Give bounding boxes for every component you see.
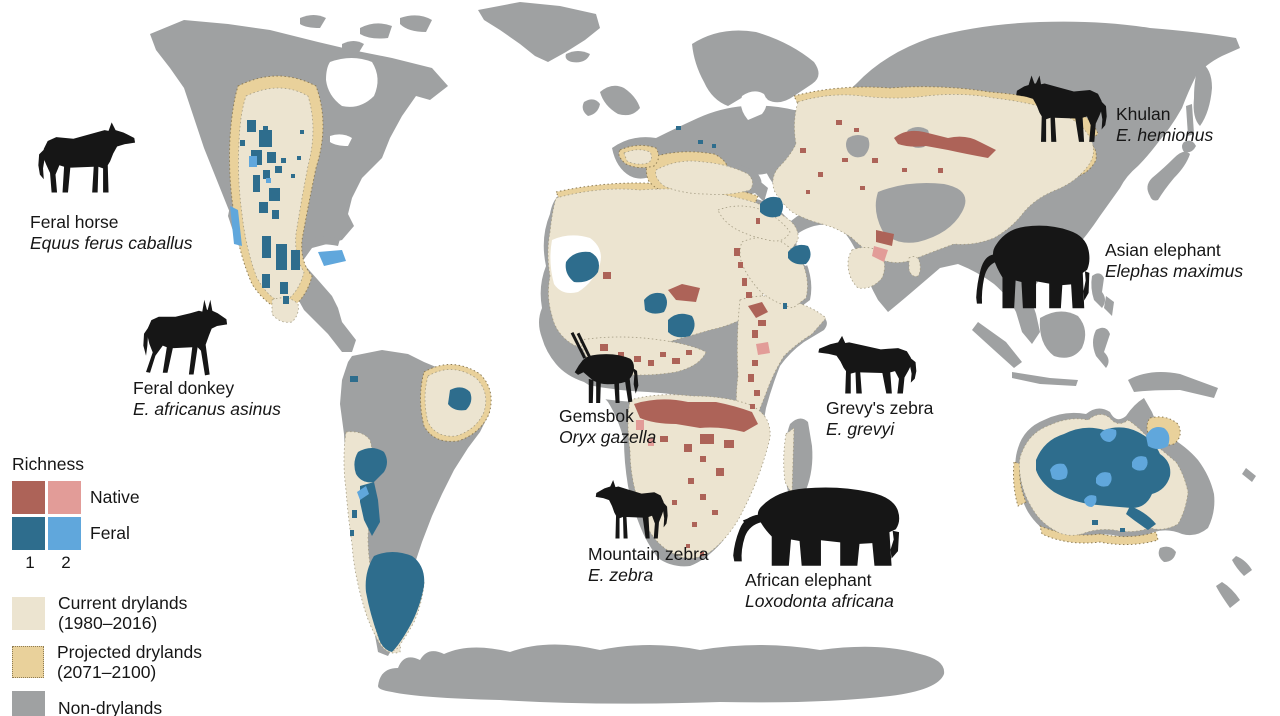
gemsbok-label: Gemsbok Oryx gazella — [559, 406, 656, 448]
asian-elephant-icon — [976, 225, 1090, 309]
khulan-icon — [1016, 75, 1107, 142]
legend-swatch-non-drylands — [12, 691, 45, 716]
feral-donkey-sci: E. africanus asinus — [133, 399, 281, 419]
species-icons — [38, 75, 1107, 566]
legend: Richness Native Feral 1 2 Current drylan… — [12, 454, 262, 716]
khulan-name: Khulan — [1116, 104, 1171, 124]
gemsbok-name: Gemsbok — [559, 406, 634, 426]
feral-donkey-label: Feral donkey E. africanus asinus — [133, 378, 281, 420]
feral-horse-label: Feral horse Equus ferus caballus — [30, 212, 192, 254]
legend-projected-years: (2071–2100) — [57, 662, 157, 682]
khulan-sci: E. hemionus — [1116, 125, 1214, 145]
native-richness-patches — [600, 120, 996, 556]
gemsbok-sci: Oryx gazella — [559, 427, 657, 447]
feral-donkey-icon — [143, 299, 228, 376]
legend-swatch-projected-drylands — [12, 646, 44, 678]
asian-elephant-sci: Elephas maximus — [1105, 261, 1244, 281]
mountain-zebra-label: Mountain zebra E. zebra — [588, 544, 709, 586]
gemsbok-icon — [570, 332, 639, 404]
grevys-zebra-sci: E. grevyi — [826, 419, 895, 439]
legend-projected-drylands: Projected drylands (2071–2100) — [12, 642, 262, 682]
feral-richness-patches — [230, 120, 1171, 652]
legend-swatch-current-drylands — [12, 596, 45, 630]
grevys-zebra-icon — [818, 335, 917, 394]
feral-horse-icon — [38, 122, 136, 193]
legend-scale-2: 2 — [61, 553, 71, 572]
legend-current-label: Current drylands — [58, 593, 188, 613]
legend-current-drylands: Current drylands (1980–2016) — [12, 593, 262, 633]
legend-non-drylands: Non-drylands — [12, 691, 262, 716]
legend-native-label: Native — [90, 487, 140, 507]
legend-scale-1: 1 — [25, 553, 35, 572]
legend-feral-row: Feral — [12, 517, 262, 550]
legend-swatch-native-2 — [48, 481, 81, 514]
african-elephant-icon — [733, 487, 900, 566]
legend-swatch-native-1 — [12, 481, 45, 514]
feral-horse-name: Feral horse — [30, 212, 119, 232]
legend-richness-scale: 1 2 — [12, 553, 262, 573]
legend-feral-label: Feral — [90, 523, 130, 543]
feral-horse-sci: Equus ferus caballus — [30, 233, 193, 253]
mountain-zebra-icon — [595, 479, 668, 539]
asian-elephant-name: Asian elephant — [1105, 240, 1221, 260]
legend-non-label: Non-drylands — [58, 697, 163, 716]
legend-current-years: (1980–2016) — [58, 613, 158, 633]
khulan-label: Khulan E. hemionus — [1116, 104, 1213, 146]
mountain-zebra-name: Mountain zebra — [588, 544, 709, 564]
legend-native-row: Native — [12, 481, 262, 514]
legend-swatch-feral-2 — [48, 517, 81, 550]
feral-donkey-name: Feral donkey — [133, 378, 235, 398]
grevys-zebra-label: Grevy's zebra E. grevyi — [826, 398, 933, 440]
mountain-zebra-sci: E. zebra — [588, 565, 654, 585]
legend-swatch-feral-1 — [12, 517, 45, 550]
asian-elephant-label: Asian elephant Elephas maximus — [1105, 240, 1243, 282]
legend-title: Richness — [12, 454, 84, 474]
african-elephant-name: African elephant — [745, 570, 872, 590]
legend-projected-label: Projected drylands — [57, 642, 202, 662]
grevys-zebra-name: Grevy's zebra — [826, 398, 934, 418]
african-elephant-label: African elephant Loxodonta africana — [745, 570, 894, 612]
african-elephant-sci: Loxodonta africana — [745, 591, 894, 611]
